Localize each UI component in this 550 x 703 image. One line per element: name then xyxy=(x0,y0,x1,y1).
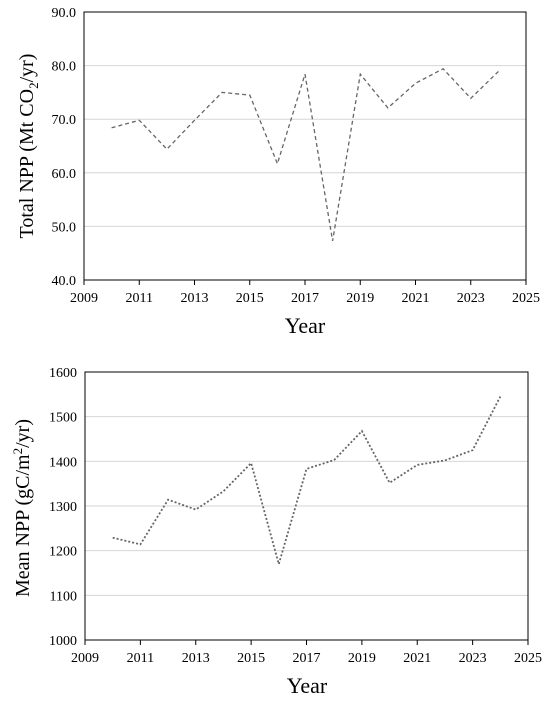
x-tick-label: 2017 xyxy=(293,651,321,666)
data-point xyxy=(499,396,501,398)
y-tick-label: 1000 xyxy=(49,634,77,649)
data-point xyxy=(221,91,223,93)
x-tick-label: 2021 xyxy=(403,651,431,666)
x-tick-label: 2011 xyxy=(126,291,153,306)
x-tick-label: 2015 xyxy=(237,651,265,666)
x-tick-label: 2015 xyxy=(236,291,264,306)
data-point xyxy=(442,68,444,70)
data-point xyxy=(250,462,252,464)
y-axis-label-sup: 2 xyxy=(10,448,25,455)
x-ticks: 2009 2011 2013 2015 2017 2019 2021 2023 2025 xyxy=(70,280,540,306)
y-tick-label: 60.0 xyxy=(52,167,77,182)
data-point xyxy=(333,459,335,461)
y-tick-label: 1300 xyxy=(49,500,77,515)
y-axis-label-main: Total NPP (Mt CO xyxy=(16,89,38,239)
x-ticks: 2009 2011 2013 2015 2017 2019 2021 2023 2025 xyxy=(71,640,542,666)
y-axis-label-end: /yr) xyxy=(12,419,34,448)
y-tick-label: 1200 xyxy=(49,545,77,560)
y-ticks: 40.0 50.0 60.0 70.0 80.0 90.0 xyxy=(52,6,77,289)
data-point xyxy=(278,563,280,565)
series-line xyxy=(112,396,502,568)
data-point xyxy=(111,127,113,129)
y-tick-label: 70.0 xyxy=(52,113,77,128)
data-point xyxy=(472,449,474,451)
y-axis-label-main: Mean NPP (gC/m xyxy=(12,454,34,597)
data-point xyxy=(389,482,391,484)
x-tick-label: 2009 xyxy=(71,651,99,666)
y-tick-label: 1100 xyxy=(50,589,77,604)
data-point xyxy=(166,148,168,150)
data-point xyxy=(306,468,308,470)
data-point xyxy=(416,464,418,466)
chart-mean-npp: 2009 2011 2013 2015 2017 2019 2021 2023 2025 100… xyxy=(10,366,542,698)
y-tick-label: 90.0 xyxy=(52,6,77,21)
y-axis-label-sub: 2 xyxy=(26,82,41,89)
data-point xyxy=(361,430,363,432)
x-tick-label: 2011 xyxy=(127,651,154,666)
y-axis-label: Mean NPP (gC/m2/yr) xyxy=(10,419,34,597)
data-point xyxy=(167,499,169,501)
data-point xyxy=(138,119,140,121)
grid-lines xyxy=(85,416,528,596)
data-point xyxy=(195,509,197,511)
y-ticks: 1000 1100 1200 1300 1400 1500 1600 xyxy=(49,366,77,649)
x-tick-label: 2013 xyxy=(181,291,209,306)
x-axis-label: Year xyxy=(285,313,326,338)
data-point xyxy=(387,107,389,109)
y-tick-label: 1500 xyxy=(49,411,77,426)
x-tick-label: 2019 xyxy=(346,291,374,306)
series-line xyxy=(111,67,499,242)
data-point xyxy=(470,97,472,99)
data-point xyxy=(222,490,224,492)
y-axis-label-end: /yr) xyxy=(16,54,38,83)
data-point xyxy=(194,119,196,121)
data-point xyxy=(332,240,334,242)
y-tick-label: 1600 xyxy=(49,366,77,381)
x-tick-label: 2017 xyxy=(291,291,319,306)
x-tick-label: 2025 xyxy=(512,291,540,306)
y-tick-label: 1400 xyxy=(49,455,77,470)
plot-frame xyxy=(83,11,527,281)
data-point xyxy=(444,459,446,461)
x-tick-label: 2023 xyxy=(457,291,485,306)
x-tick-label: 2023 xyxy=(459,651,487,666)
y-tick-label: 50.0 xyxy=(52,220,77,235)
data-point xyxy=(304,73,306,75)
y-tick-label: 40.0 xyxy=(52,274,77,289)
data-point xyxy=(139,543,141,545)
chart-total-npp: 2009 2011 2013 2015 2017 2019 2021 2023 2025 40.… xyxy=(16,6,540,338)
x-axis-label: Year xyxy=(287,673,328,698)
x-tick-label: 2013 xyxy=(182,651,210,666)
x-tick-label: 2021 xyxy=(402,291,430,306)
data-point xyxy=(249,94,251,96)
data-point xyxy=(359,73,361,75)
x-tick-label: 2019 xyxy=(348,651,376,666)
y-axis-label: Total NPP (Mt CO2/yr) xyxy=(16,54,41,239)
data-point xyxy=(112,537,114,539)
data-point xyxy=(497,70,499,72)
grid-lines xyxy=(84,65,526,227)
data-point xyxy=(415,82,417,84)
x-tick-label: 2025 xyxy=(514,651,542,666)
x-tick-label: 2009 xyxy=(70,291,98,306)
data-point xyxy=(276,163,278,165)
y-tick-label: 80.0 xyxy=(52,60,77,75)
